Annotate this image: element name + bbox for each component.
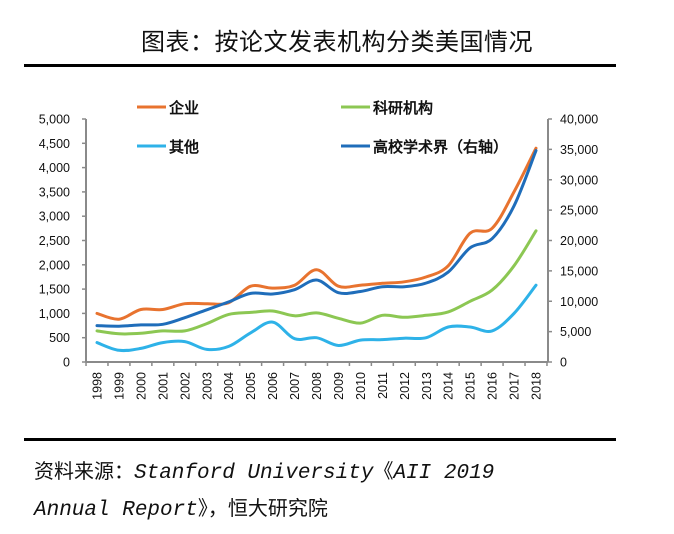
x-tick-label: 2000 xyxy=(134,372,148,400)
left-y-tick-label: 5,000 xyxy=(39,113,70,127)
x-tick-label: 2003 xyxy=(200,372,214,400)
x-tick-label: 2005 xyxy=(244,372,258,400)
x-tick-label: 2014 xyxy=(442,372,456,400)
x-tick-label: 2016 xyxy=(486,372,500,400)
x-tick-label: 2011 xyxy=(376,372,390,399)
x-tick-label: 2018 xyxy=(530,372,544,400)
right-y-tick-label: 40,000 xyxy=(560,113,598,127)
x-tick-label: 2012 xyxy=(398,372,412,400)
source-bracket-open: 《 xyxy=(373,459,394,483)
legend-label: 其他 xyxy=(169,138,199,156)
left-y-tick-label: 0 xyxy=(63,356,70,370)
right-y-tick-label: 30,000 xyxy=(560,173,598,187)
figure-title: 图表：按论文发表机构分类美国情况 xyxy=(141,28,533,56)
x-tick-label: 2002 xyxy=(178,372,192,400)
x-tick-label: 2010 xyxy=(354,372,368,400)
series-line-3 xyxy=(95,149,538,328)
series-2 xyxy=(95,283,538,353)
left-y-tick-label: 3,500 xyxy=(39,185,70,199)
source-report-part1: AII 2019 xyxy=(393,462,495,485)
series-3 xyxy=(95,149,538,328)
x-tick-label: 1999 xyxy=(112,372,126,400)
legend-item: 企业 xyxy=(137,99,199,117)
left-y-tick-label: 2,500 xyxy=(39,234,70,248)
series-lines xyxy=(95,146,538,353)
source-bracket-close: 》 xyxy=(197,496,208,520)
series-line-2 xyxy=(95,283,538,353)
x-tick-label: 2009 xyxy=(332,372,346,400)
left-y-tick-label: 2,000 xyxy=(39,258,70,272)
legend-item: 科研机构 xyxy=(341,99,433,117)
source-suffix: ，恒大研究院 xyxy=(207,496,328,520)
source-note: 资料来源：Stanford University《AII 2019 Annual… xyxy=(34,454,654,528)
right-y-tick-label: 25,000 xyxy=(560,204,598,218)
left-y-tick-label: 3,000 xyxy=(39,210,70,224)
right-y-tick-label: 0 xyxy=(560,356,567,370)
legend-item: 高校学术界（右轴） xyxy=(341,138,508,156)
right-y-tick-label: 10,000 xyxy=(560,295,598,309)
series-0 xyxy=(95,146,538,321)
x-tick-label: 2008 xyxy=(310,372,324,400)
left-y-tick-label: 1,000 xyxy=(39,307,70,321)
axes: 0 500 1,000 1,500 2,000 2,500 3,000 3,500 4,000 4… xyxy=(39,113,599,400)
right-y-tick-label: 20,000 xyxy=(560,234,598,248)
x-tick-label: 2001 xyxy=(156,372,170,400)
right-y-tick-label: 35,000 xyxy=(560,143,598,157)
legend-item: 其他 xyxy=(137,138,199,156)
bottom-divider xyxy=(24,438,616,441)
left-y-tick-label: 4,000 xyxy=(39,161,70,175)
left-y-tick-label: 1,500 xyxy=(39,283,70,297)
x-tick-label: 2007 xyxy=(288,372,302,400)
series-line-1 xyxy=(95,229,538,336)
legend-label: 企业 xyxy=(168,99,199,117)
left-y-tick-label: 4,500 xyxy=(39,137,70,151)
left-y-tick-label: 500 xyxy=(49,331,70,345)
x-tick-label: 2013 xyxy=(420,372,434,400)
x-tick-label: 2015 xyxy=(464,372,478,400)
source-institution: Stanford University xyxy=(134,462,374,485)
x-tick-label: 2006 xyxy=(266,372,280,400)
right-y-tick-label: 15,000 xyxy=(560,264,598,278)
top-divider xyxy=(24,64,616,67)
series-line-0 xyxy=(95,146,538,321)
source-report-part2: Annual Report xyxy=(34,499,198,522)
right-y-tick-label: 5,000 xyxy=(560,325,591,339)
source-prefix: 资料来源： xyxy=(34,459,134,483)
series-1 xyxy=(95,229,538,336)
x-tick-label: 2004 xyxy=(222,372,236,400)
x-tick-label: 1998 xyxy=(91,372,105,400)
legend-label: 科研机构 xyxy=(373,99,433,117)
legend-label: 高校学术界（右轴） xyxy=(373,138,508,156)
x-tick-label: 2017 xyxy=(508,372,522,400)
